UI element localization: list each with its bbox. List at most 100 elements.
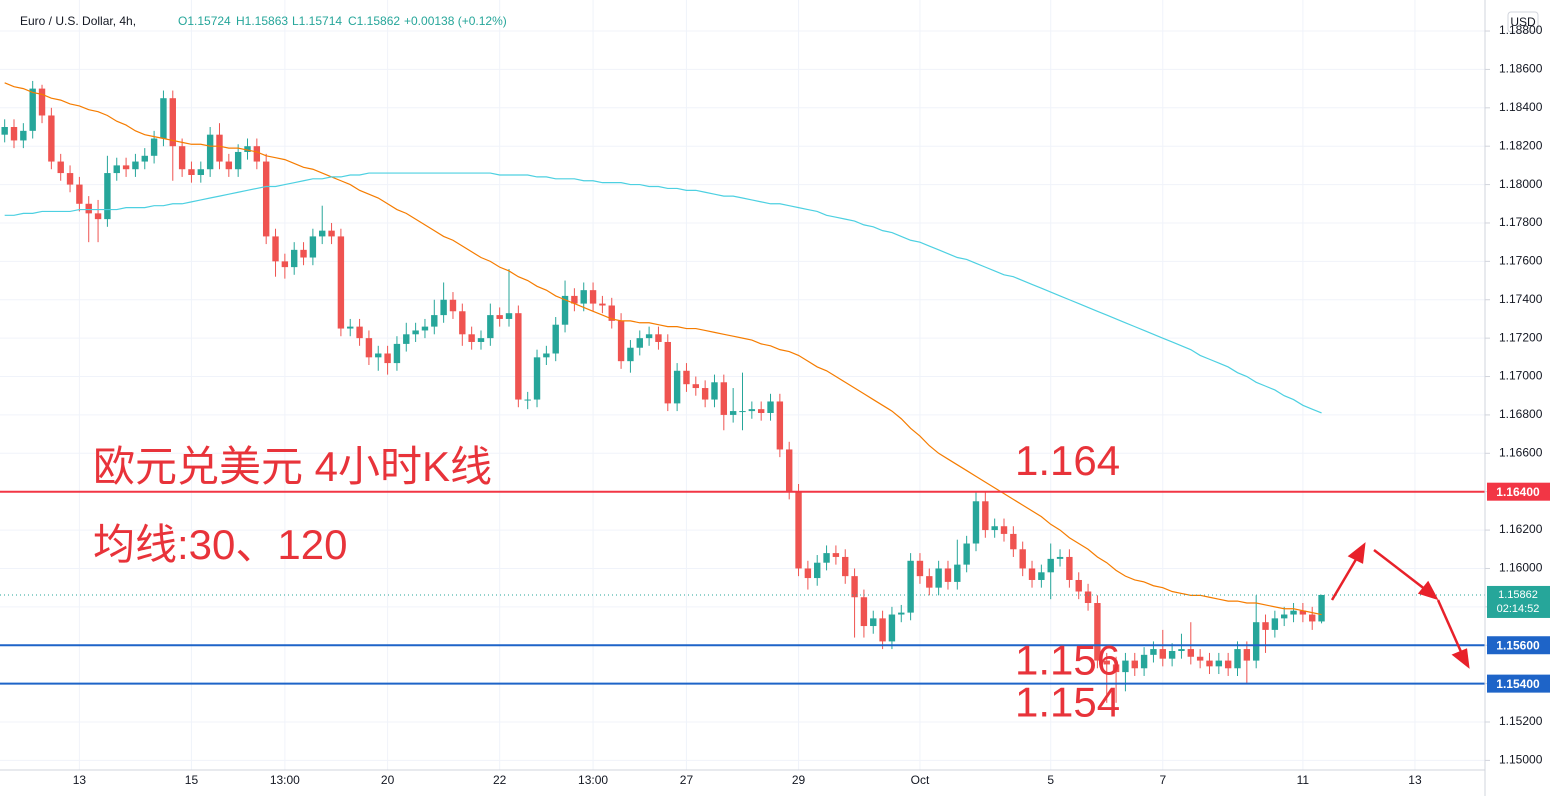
ohlc-high: H1.15863 xyxy=(236,14,288,28)
candle-body xyxy=(720,382,728,415)
candle-body xyxy=(1103,660,1110,665)
candle-body xyxy=(244,146,251,152)
candle-body xyxy=(916,560,924,577)
candle-body xyxy=(524,399,531,401)
candle-body xyxy=(1187,649,1195,657)
candle-body xyxy=(729,411,737,415)
candle-body xyxy=(1299,610,1307,615)
last-price-box xyxy=(1487,585,1550,618)
candle-body xyxy=(888,614,896,642)
y-tick-label: 1.17200 xyxy=(1499,330,1543,344)
grid xyxy=(0,0,1485,770)
candle-body xyxy=(141,155,148,162)
candle-body xyxy=(132,161,139,170)
arrow-head xyxy=(1347,542,1366,564)
candle-body xyxy=(1084,591,1092,604)
candle-body xyxy=(935,568,942,588)
candle-body xyxy=(38,88,46,116)
candle-body xyxy=(701,388,709,400)
candle-body xyxy=(216,134,223,162)
candle-body xyxy=(309,236,317,258)
candle-body xyxy=(76,184,83,204)
candle-body xyxy=(972,501,980,544)
candle-body xyxy=(104,173,111,220)
candle-body xyxy=(290,249,298,268)
candle-body xyxy=(1056,556,1064,559)
candle-body xyxy=(561,295,569,325)
candle-body xyxy=(178,146,186,170)
x-tick-label: 13 xyxy=(1408,773,1422,787)
candle-body xyxy=(347,326,354,329)
candle-body xyxy=(571,295,578,304)
candle-body xyxy=(356,326,363,339)
x-tick-label: 13:00 xyxy=(578,773,608,787)
candle-body xyxy=(328,230,335,237)
x-tick-label: 29 xyxy=(792,773,806,787)
candle-body xyxy=(1206,660,1213,667)
candle-body xyxy=(10,127,18,141)
candle-body xyxy=(94,213,102,220)
candle-body xyxy=(804,568,812,579)
candle-body xyxy=(197,169,205,175)
candle-body xyxy=(692,384,700,389)
candle-body xyxy=(1290,610,1297,615)
candle-body xyxy=(113,165,120,174)
candle-body xyxy=(1075,579,1082,592)
candle-body xyxy=(1019,549,1026,569)
candle-body xyxy=(683,370,690,385)
candle-body xyxy=(440,299,447,316)
x-tick-label: 15 xyxy=(185,773,199,787)
x-tick-label: 13 xyxy=(73,773,87,787)
candle-body xyxy=(459,311,466,335)
moving-average xyxy=(4,82,1322,616)
candle-body xyxy=(1150,649,1157,655)
y-tick-label: 1.17600 xyxy=(1499,254,1543,268)
candle-body xyxy=(954,564,961,582)
candle-body xyxy=(823,553,830,563)
candle-body xyxy=(1262,622,1269,630)
candle-body xyxy=(262,161,270,237)
candle-body xyxy=(319,230,326,237)
candle-body xyxy=(673,370,681,404)
candle-body xyxy=(431,315,438,327)
y-tick-label: 1.16800 xyxy=(1499,407,1543,421)
level-annotation: 1.156 xyxy=(1015,636,1120,683)
candle-body xyxy=(711,382,718,400)
candle-body xyxy=(1010,533,1017,550)
arrow xyxy=(1373,549,1427,591)
candle-body xyxy=(505,313,513,319)
y-tick-label: 1.18800 xyxy=(1499,23,1543,37)
candle-body xyxy=(1309,614,1316,622)
candle-body xyxy=(1066,556,1073,580)
candle-body xyxy=(1000,526,1008,534)
candle-body xyxy=(384,353,391,364)
candle-body xyxy=(645,334,653,339)
arrow xyxy=(1436,599,1464,655)
candle-body xyxy=(926,576,933,588)
candle-body xyxy=(767,401,774,413)
candle-body xyxy=(739,411,746,413)
candle-body xyxy=(169,98,176,147)
candle-body xyxy=(832,553,840,557)
x-tick-label: 13:00 xyxy=(270,773,300,787)
annotation: 欧元兑美元 4小时K线 xyxy=(93,443,492,490)
candle-body xyxy=(188,169,195,175)
candle-body xyxy=(599,303,606,306)
candle-body xyxy=(608,305,615,321)
y-tick-label: 1.16000 xyxy=(1499,561,1543,575)
candle-body xyxy=(468,334,475,342)
ohlc-change: +0.00138 (+0.12%) xyxy=(404,14,507,28)
candle-body xyxy=(580,290,587,304)
candle-body xyxy=(552,324,559,354)
level-annotation: 1.154 xyxy=(1015,679,1120,726)
currency-box[interactable] xyxy=(1507,11,1539,33)
candle-body xyxy=(234,151,242,170)
currency[interactable]: USD xyxy=(1510,15,1536,29)
candle-body xyxy=(206,134,214,170)
candle-body xyxy=(757,409,765,413)
candle-body xyxy=(1243,649,1251,661)
candle-body xyxy=(66,173,74,185)
candle-body xyxy=(1224,660,1232,669)
